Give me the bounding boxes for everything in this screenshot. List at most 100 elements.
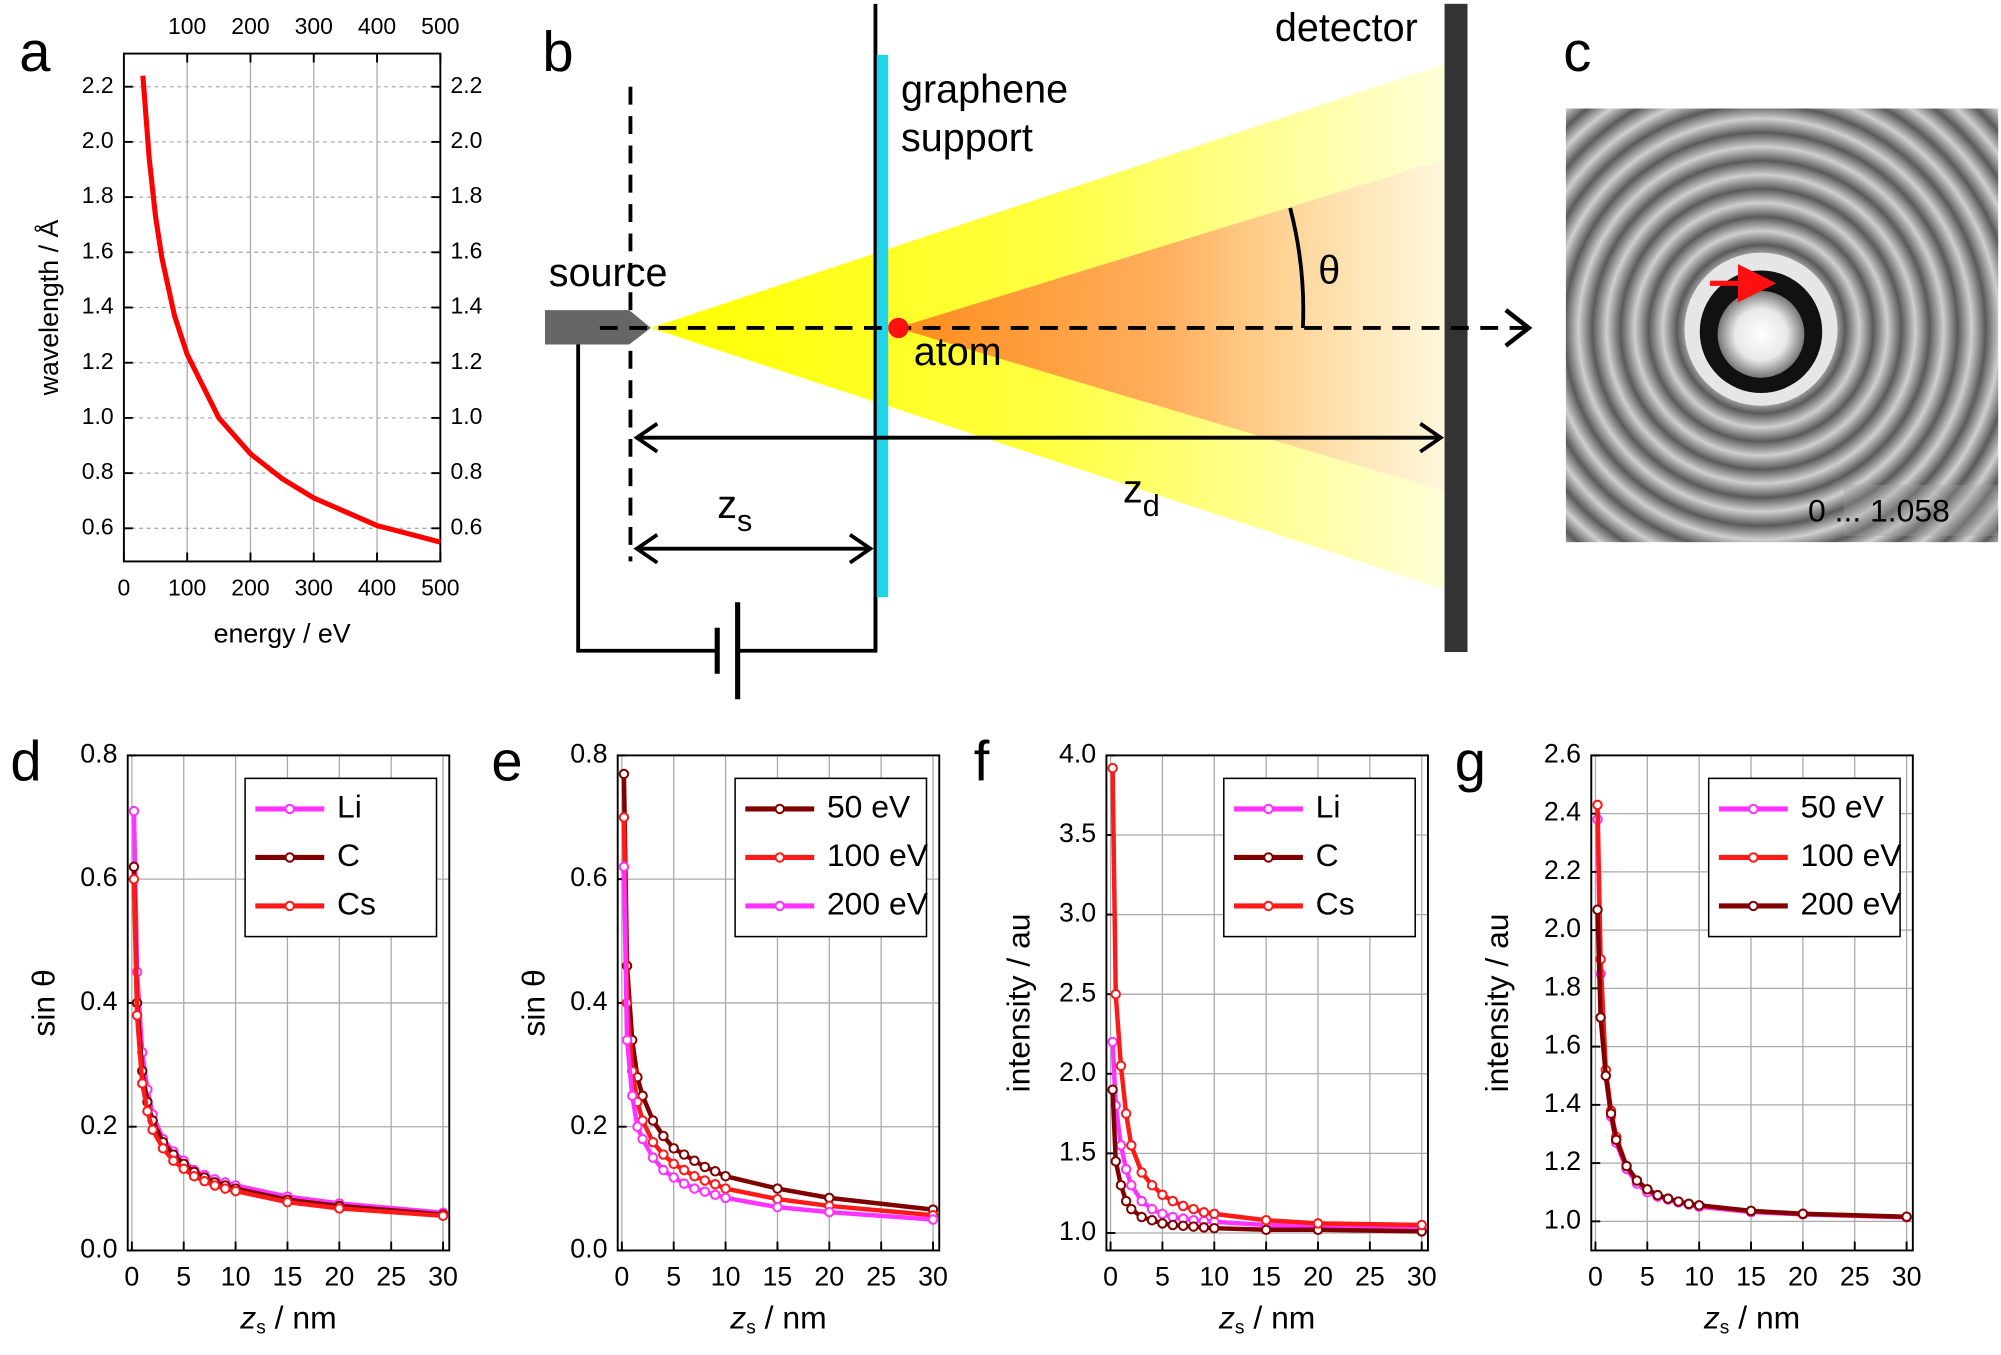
data-point — [668, 1172, 679, 1183]
legend-label: 50 eV — [827, 788, 911, 824]
data-point — [618, 861, 630, 873]
x-tick-label: 30 — [428, 1262, 458, 1292]
y-tick-label: 0.8 — [82, 458, 114, 484]
circuit — [737, 597, 878, 653]
data-point — [1209, 1222, 1220, 1234]
x-tick-label: 20 — [1788, 1262, 1818, 1292]
y-tick-label: 1.2 — [82, 348, 114, 374]
angle-label: θ — [1318, 249, 1340, 293]
data-point — [1107, 1084, 1118, 1095]
y-tick-label: 1.2 — [1544, 1146, 1581, 1176]
x-tick-label: 0 — [118, 575, 131, 601]
data-point — [1157, 1189, 1168, 1200]
y-tick-label: 3.5 — [1059, 818, 1096, 848]
x-tick-label: 0 — [124, 1262, 139, 1292]
plot-frame — [126, 754, 451, 1252]
data-point — [772, 1201, 783, 1213]
data-point — [1642, 1184, 1653, 1195]
data-point — [658, 1164, 669, 1176]
y2-tick-label: 2.0 — [451, 127, 483, 153]
panel-label: g — [1455, 729, 1486, 792]
legend-label: Li — [337, 788, 362, 824]
data-point — [188, 1170, 200, 1182]
x-tick-label: 5 — [666, 1262, 681, 1292]
y-tick-label: 1.0 — [82, 403, 114, 429]
legend-label: C — [1316, 837, 1339, 873]
data-point — [632, 1121, 643, 1132]
data-point — [1146, 1179, 1158, 1191]
y-tick-label: 1.8 — [82, 182, 114, 208]
data-point — [772, 1183, 783, 1194]
x2-tick-label: 100 — [168, 13, 206, 39]
series-line — [621, 817, 934, 1218]
data-point — [1683, 1198, 1695, 1210]
legend-label: Cs — [337, 885, 376, 921]
x-tick-label: 300 — [295, 575, 333, 601]
graphene — [876, 54, 889, 598]
x-axis-label-part: z — [1703, 1300, 1720, 1336]
data-point — [1115, 1140, 1127, 1151]
scattered-wave — [897, 159, 1445, 492]
data-point — [1595, 1012, 1606, 1023]
data-point — [1126, 1203, 1137, 1215]
legend-label: 100 eV — [827, 837, 929, 873]
data-point — [678, 1164, 690, 1176]
y-tick-label: 1.0 — [1059, 1216, 1096, 1246]
x-axis-label-part: s — [1235, 1317, 1245, 1338]
legend-marker — [1263, 852, 1274, 863]
data-point — [1600, 1070, 1612, 1081]
angle-arc — [1288, 207, 1306, 329]
x-axis-label: zs / nm — [1218, 1300, 1315, 1338]
data-point — [1693, 1200, 1705, 1211]
y-tick-label: 2.2 — [82, 72, 114, 98]
x-axis-label-part: s — [746, 1317, 756, 1338]
data-point — [689, 1155, 700, 1166]
data-point — [689, 1170, 700, 1182]
data-point — [1146, 1214, 1158, 1226]
legend-marker — [774, 900, 785, 912]
data-point — [1115, 1179, 1127, 1191]
y-tick-label: 2.0 — [82, 127, 114, 153]
y-axis-label: sin θ — [515, 969, 551, 1036]
y-tick-label: 0.6 — [80, 862, 117, 892]
legend-marker — [284, 852, 296, 863]
data-point — [128, 873, 140, 885]
data-point — [1592, 799, 1603, 811]
y-tick-label: 0.0 — [570, 1234, 607, 1264]
y-tick-label: 1.6 — [82, 237, 114, 263]
x-tick-label: 400 — [358, 575, 396, 601]
data-point — [199, 1175, 210, 1187]
y-tick-label: 0.8 — [570, 738, 607, 768]
data-point — [437, 1210, 449, 1222]
x-tick-label: 30 — [1407, 1262, 1437, 1292]
y-tick-label: 2.0 — [1544, 913, 1581, 943]
x-axis-label-part: s — [256, 1317, 266, 1338]
x-axis-label-part: / nm — [1245, 1300, 1316, 1336]
data-point — [1209, 1208, 1220, 1220]
data-point — [1673, 1196, 1684, 1207]
data-point — [178, 1163, 189, 1175]
y2-tick-label: 0.6 — [451, 513, 483, 539]
x-axis-label: energy / eV — [214, 619, 351, 649]
data-point — [1107, 762, 1118, 774]
legend-label: C — [337, 837, 360, 873]
x-tick-label: 10 — [1199, 1262, 1229, 1292]
data-point — [131, 1010, 143, 1021]
data-point — [678, 1149, 690, 1160]
plot-frame — [1105, 754, 1429, 1252]
data-point — [1167, 1195, 1179, 1207]
data-point — [1136, 1211, 1147, 1223]
legend-marker — [774, 852, 785, 863]
data-point — [1110, 1156, 1121, 1167]
data-point — [1136, 1167, 1147, 1178]
data-point — [1107, 1036, 1118, 1048]
x2-tick-label: 200 — [231, 13, 269, 39]
y-tick-label: 2.0 — [1059, 1057, 1096, 1087]
data-point — [1260, 1214, 1272, 1226]
x-axis-label-part: / nm — [756, 1300, 827, 1336]
data-point — [689, 1183, 700, 1194]
panel-label: b — [542, 20, 573, 83]
legend-marker — [1748, 852, 1759, 863]
data-point — [647, 1136, 659, 1148]
data-point — [1621, 1160, 1632, 1172]
